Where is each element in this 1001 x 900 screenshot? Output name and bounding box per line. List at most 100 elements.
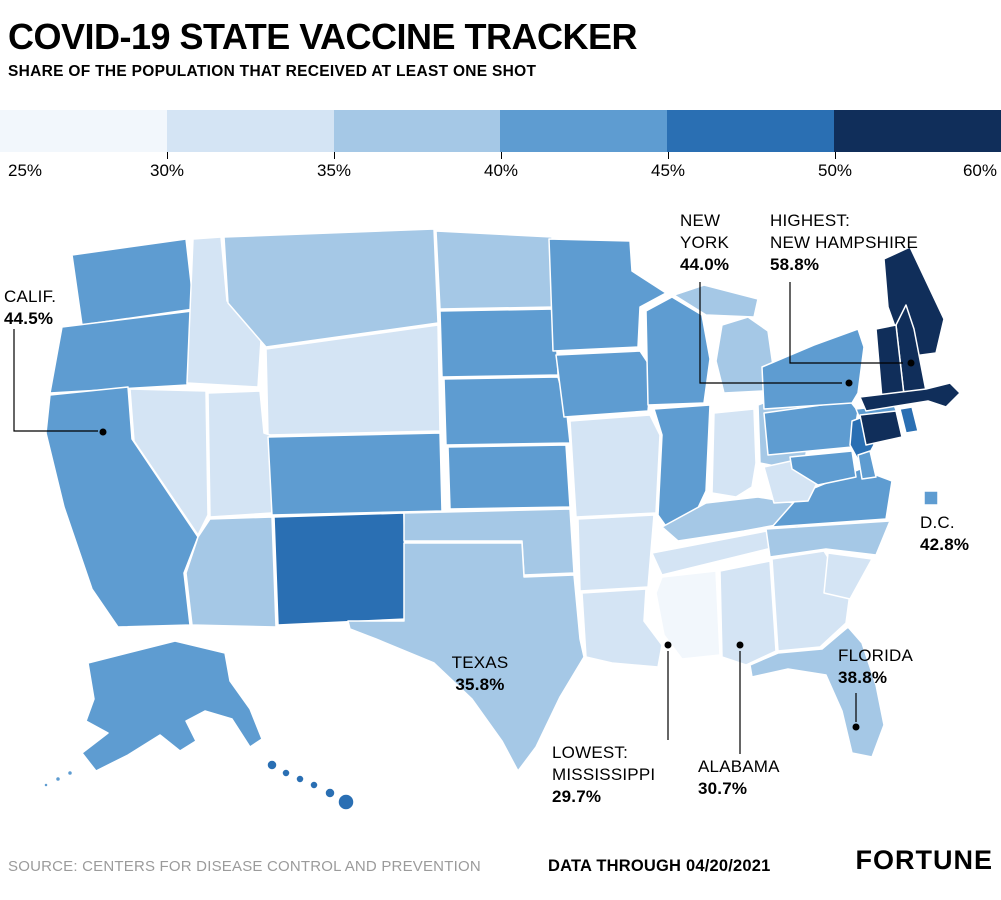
- state-KS: [447, 444, 571, 510]
- annotation-new-york-name2: YORK: [680, 233, 729, 252]
- state-NY: [761, 328, 865, 410]
- annotation-highest-name: NEW HAMPSHIRE: [770, 233, 919, 252]
- state-MD: [789, 450, 857, 486]
- state-MS: [655, 570, 721, 660]
- state-NE: [443, 376, 571, 446]
- fortune-logo: FORTUNE: [855, 845, 993, 875]
- legend-bin-30-35: [166, 110, 334, 152]
- annotation-alabama-name: ALABAMA: [698, 757, 780, 776]
- annotation-new-york: NEW YORK 44.0%: [680, 210, 729, 276]
- annotation-texas-value: 35.8%: [455, 675, 505, 694]
- state-CT: [859, 410, 903, 446]
- legend-tick: [501, 152, 502, 159]
- legend-bin-25-30: [0, 110, 167, 152]
- state-AK-island: [66, 769, 74, 777]
- legend-bin-35-40: [333, 110, 501, 152]
- state-AK-island: [54, 775, 62, 783]
- annotation-alabama: ALABAMA 30.7%: [698, 756, 780, 800]
- state-HI-island: [281, 768, 291, 778]
- legend-bin-45-50: [667, 110, 835, 152]
- annotation-florida-name: FLORIDA: [838, 646, 914, 665]
- legend-label-25: 25%: [8, 161, 43, 180]
- state-CO: [267, 432, 443, 516]
- state-HI-island: [295, 774, 305, 784]
- leader-dot-mississippi: [664, 641, 672, 649]
- state-WA: [71, 238, 195, 326]
- annotation-texas-name: TEXAS: [451, 653, 509, 672]
- annotation-florida: FLORIDA 38.8%: [838, 645, 913, 689]
- legend-tick: [334, 152, 335, 159]
- us-choropleth-map: [13, 228, 961, 811]
- annotation-lowest-name: MISSISSIPPI: [552, 765, 656, 784]
- annotation-california: CALIF. 44.5%: [4, 286, 56, 330]
- states-layer: [43, 228, 961, 811]
- state-ND: [435, 230, 556, 310]
- state-HI-island: [266, 759, 278, 771]
- state-MT: [223, 228, 439, 348]
- state-CA: [45, 386, 199, 628]
- leader-dot-new-hampshire: [907, 359, 915, 367]
- legend-tick: [668, 152, 669, 159]
- state-MO: [569, 414, 661, 518]
- legend-tick: [835, 152, 836, 159]
- data-through-label: DATA THROUGH 04/20/2021: [548, 857, 771, 875]
- annotation-florida-value: 38.8%: [838, 668, 888, 687]
- state-RI: [899, 406, 919, 434]
- leader-line-new-york: [699, 282, 842, 384]
- state-WY: [265, 324, 441, 436]
- state-DE: [857, 450, 877, 480]
- annotation-alabama-value: 30.7%: [698, 779, 748, 798]
- annotation-texas: TEXAS 35.8%: [426, 652, 534, 696]
- state-DC-swatch: [923, 490, 939, 506]
- state-NV: [129, 388, 209, 536]
- legend-bin-50-60: [834, 110, 1001, 152]
- state-FL: [749, 626, 885, 758]
- state-SC: [823, 552, 873, 600]
- annotation-new-york-value: 44.0%: [680, 255, 730, 274]
- page-subtitle: SHARE OF THE POPULATION THAT RECEIVED AT…: [8, 63, 537, 80]
- state-HI-island: [337, 793, 355, 811]
- state-IN: [711, 408, 757, 498]
- state-WI: [645, 296, 711, 406]
- state-AL: [719, 560, 777, 666]
- state-TX: [347, 542, 585, 772]
- state-HI-island: [324, 787, 336, 799]
- leader-lines: [13, 282, 915, 754]
- state-AZ: [185, 516, 277, 628]
- leader-line-new-hampshire: [789, 282, 903, 364]
- legend-label-50: 50%: [817, 161, 853, 180]
- state-AK-island: [43, 782, 49, 788]
- legend-label-45: 45%: [650, 161, 686, 180]
- leader-dot-alabama: [736, 641, 744, 649]
- annotation-lowest-label: LOWEST:: [552, 743, 629, 762]
- annotation-highest-value: 58.8%: [770, 255, 820, 274]
- leader-dot-california: [99, 428, 107, 436]
- leader-line-california: [13, 329, 98, 432]
- state-AK: [81, 640, 263, 772]
- annotation-highest-label: HIGHEST:: [770, 211, 851, 230]
- legend-label-30: 30%: [149, 161, 185, 180]
- annotation-california-value: 44.5%: [4, 309, 54, 328]
- state-OR: [49, 310, 193, 394]
- state-NM: [273, 512, 407, 626]
- legend-label-35: 35%: [316, 161, 352, 180]
- legend-color-bar: [0, 110, 1001, 152]
- state-SD: [439, 308, 559, 378]
- legend-tick: [167, 152, 168, 159]
- leader-dot-florida: [852, 723, 860, 731]
- state-HI-island: [309, 780, 319, 790]
- annotation-lowest-value: 29.7%: [552, 787, 602, 806]
- annotation-california-name: CALIF.: [4, 287, 57, 306]
- annotation-highest-new-hampshire: HIGHEST: NEW HAMPSHIRE 58.8%: [770, 210, 918, 276]
- state-MA: [859, 382, 961, 412]
- leader-dot-new-york: [845, 379, 853, 387]
- source-credit: SOURCE: CENTERS FOR DISEASE CONTROL AND …: [8, 858, 481, 875]
- state-LA: [581, 588, 663, 668]
- legend-label-60: 60%: [962, 161, 997, 180]
- state-NC: [765, 520, 891, 558]
- state-UT: [207, 390, 273, 518]
- legend-label-40: 40%: [483, 161, 519, 180]
- annotation-dc: D.C. 42.8%: [920, 512, 969, 556]
- state-IA: [555, 350, 653, 418]
- annotation-lowest-mississippi: LOWEST: MISSISSIPPI 29.7%: [552, 742, 655, 808]
